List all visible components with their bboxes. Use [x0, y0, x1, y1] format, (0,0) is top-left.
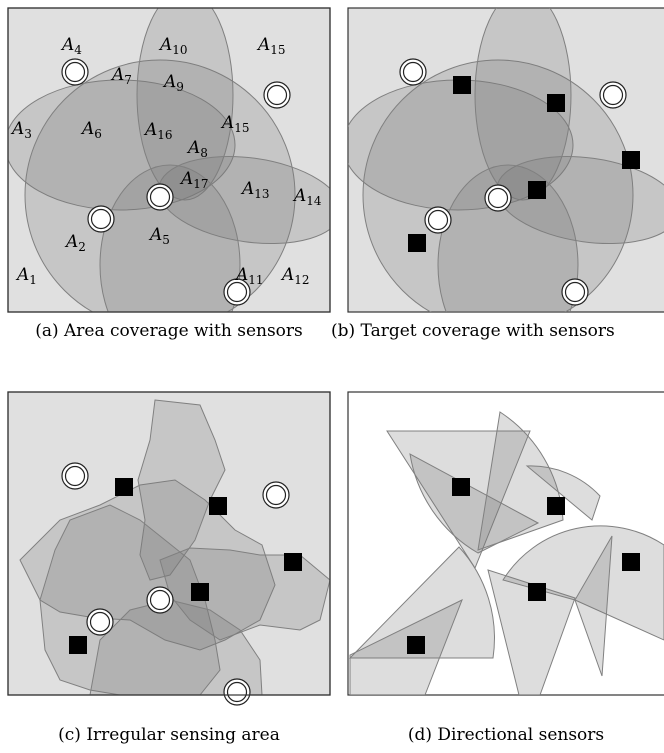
region-label-sub: 15: [234, 121, 249, 135]
region-label-sub: 8: [200, 146, 208, 160]
region-label-base: A: [220, 113, 234, 133]
region-label-base: A: [234, 265, 248, 285]
region-label-base: A: [256, 35, 270, 55]
region-label-base: A: [10, 119, 24, 139]
region-label-sub: 5: [162, 233, 170, 247]
region-label-sub: 16: [157, 128, 172, 142]
region-label-base: A: [110, 65, 124, 85]
region-label: A5: [148, 225, 170, 247]
region-label-sub: 2: [78, 240, 86, 254]
region-label: A17: [179, 169, 209, 191]
region-label-base: A: [15, 265, 29, 285]
region-label: A15: [256, 35, 286, 57]
region-label: A10: [158, 35, 188, 57]
targets: [69, 478, 302, 654]
region-label-sub: 1: [29, 273, 37, 287]
region-label-base: A: [80, 119, 94, 139]
region-label: A6: [80, 119, 102, 141]
region-label-sub: 12: [294, 273, 309, 287]
caption: (d) Directional sensors: [408, 725, 604, 745]
region-label-sub: 14: [306, 194, 322, 208]
region-label: A12: [280, 265, 310, 287]
region-label-base: A: [148, 225, 162, 245]
region-label-sub: 13: [254, 187, 269, 201]
region-label-sub: 15: [270, 43, 285, 57]
region-label-base: A: [179, 169, 193, 189]
region-label-base: A: [143, 120, 157, 140]
region-label: A15: [220, 113, 250, 135]
region-label-sub: 6: [94, 127, 102, 141]
region-label: A2: [64, 232, 86, 254]
region-label: A11: [234, 265, 264, 287]
region-label-base: A: [292, 186, 306, 206]
region-label: A16: [143, 120, 173, 142]
panel-d: [347, 391, 664, 696]
region-label-base: A: [280, 265, 294, 285]
region-label-sub: 10: [172, 43, 187, 57]
targets: [407, 478, 640, 654]
region-label-base: A: [186, 138, 200, 158]
region-label: A7: [110, 65, 132, 87]
region-label: A13: [240, 179, 270, 201]
region-label-base: A: [60, 35, 74, 55]
region-label-sub: 3: [24, 127, 32, 141]
caption: (a) Area coverage with sensors: [35, 321, 303, 341]
region-label-sub: 7: [124, 73, 132, 87]
region-label-sub: 17: [193, 177, 208, 191]
region-label-base: A: [158, 35, 172, 55]
region-label-sub: 11: [248, 273, 263, 287]
region-label: A1: [15, 265, 37, 287]
panel-b: [347, 7, 664, 313]
targets: [408, 76, 640, 252]
region-label: A14: [292, 186, 322, 208]
region-label-base: A: [162, 72, 176, 92]
region-label: A9: [162, 72, 184, 94]
caption: (b) Target coverage with sensors: [331, 321, 615, 341]
caption: (c) Irregular sensing area: [58, 725, 280, 745]
region-label-sub: 9: [176, 80, 184, 94]
region-label-base: A: [64, 232, 78, 252]
region-label: A8: [186, 138, 208, 160]
directional-sectors: [348, 411, 664, 695]
region-label-base: A: [240, 179, 254, 199]
region-label: A3: [10, 119, 32, 141]
region-label-sub: 4: [74, 43, 82, 57]
panel-c: [7, 391, 331, 706]
panel-a: [7, 7, 331, 313]
region-label: A4: [60, 35, 82, 57]
